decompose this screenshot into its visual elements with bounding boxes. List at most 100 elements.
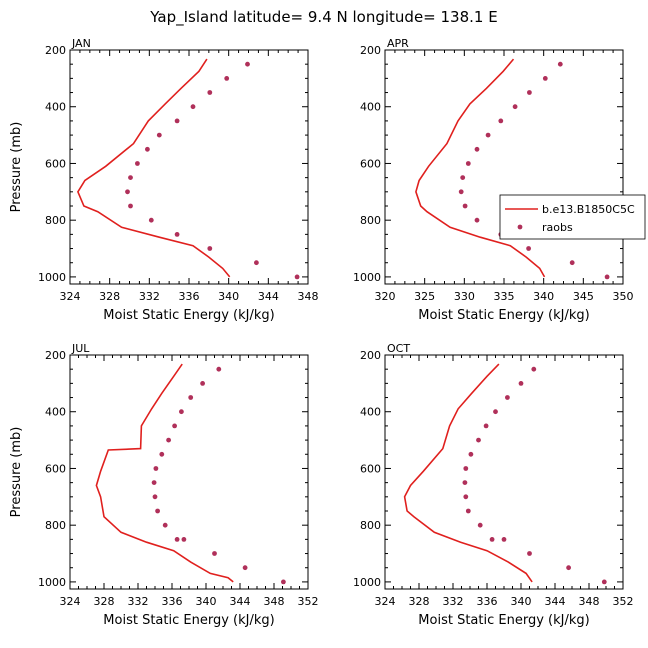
- model-profile-line: [403, 363, 533, 583]
- raobs-point: [190, 104, 196, 110]
- raobs-point: [518, 381, 524, 386]
- x-tick-label: 340: [196, 595, 217, 608]
- raobs-point: [531, 366, 537, 372]
- raobs-point: [489, 537, 495, 542]
- raobs-point: [601, 579, 607, 585]
- raobs-point: [172, 423, 178, 429]
- y-tick-label: 600: [45, 462, 66, 475]
- y-tick-label: 200: [360, 44, 381, 57]
- raobs-point: [465, 508, 471, 514]
- raobs-point: [458, 189, 464, 195]
- raobs-point: [156, 132, 162, 138]
- raobs-point: [468, 451, 474, 457]
- x-tick-label: 340: [533, 290, 554, 303]
- panel-oct: OCT 324 328 332 336 340 344 348 352 200 400 600 800 1…: [353, 342, 634, 628]
- raobs-point: [505, 395, 510, 400]
- raobs-point: [501, 537, 507, 542]
- raobs-point: [254, 260, 259, 266]
- x-tick-label: 340: [218, 290, 239, 303]
- plot-frame: [384, 49, 624, 285]
- raobs-point: [477, 522, 483, 528]
- x-tick-label: 336: [162, 595, 183, 608]
- legend-model-label: b.e13.B1850C5C: [542, 203, 635, 216]
- x-tick-label: 332: [139, 290, 160, 303]
- raobs-point: [542, 76, 548, 81]
- raobs-point: [512, 104, 518, 110]
- raobs-point: [465, 161, 471, 166]
- raobs-point: [224, 76, 230, 81]
- raobs-point: [498, 118, 504, 124]
- y-tick-label: 1000: [38, 576, 66, 589]
- y-tick-label: 200: [45, 349, 66, 362]
- legend: b.e13.B1850C5C raobs: [499, 194, 646, 240]
- x-tick-label: 352: [613, 595, 634, 608]
- panels-group: JAN 324 328 332 336 340 344 348 200 400 600 800 1000…: [9, 37, 646, 628]
- x-tick-label: 340: [511, 595, 532, 608]
- x-tick-label: 328: [94, 595, 115, 608]
- raobs-point: [474, 146, 480, 152]
- raobs-point: [162, 522, 168, 528]
- x-axis-label: Moist Static Energy (kJ/kg): [418, 308, 589, 323]
- raobs-point: [188, 395, 194, 400]
- raobs-point: [527, 551, 532, 556]
- legend-obs-swatch: [517, 224, 523, 230]
- y-tick-label: 600: [360, 157, 381, 170]
- x-tick-label: 336: [477, 595, 498, 608]
- panel-title: JAN: [71, 37, 91, 50]
- y-tick-label: 400: [45, 406, 66, 419]
- x-tick-label: 320: [375, 290, 396, 303]
- y-tick-label: 800: [45, 214, 66, 227]
- raobs-point: [174, 537, 180, 542]
- raobs-point: [159, 451, 165, 457]
- panel-jan: JAN 324 328 332 336 340 344 348 200 400 600 800 1000…: [9, 37, 319, 323]
- raobs-point: [460, 175, 466, 181]
- x-axis-label: Moist Static Energy (kJ/kg): [103, 308, 274, 323]
- x-axis-label: Moist Static Energy (kJ/kg): [103, 613, 274, 628]
- y-tick-label: 800: [360, 519, 381, 532]
- y-tick-label: 600: [360, 462, 381, 475]
- x-tick-label: 324: [375, 595, 396, 608]
- x-tick-label: 336: [179, 290, 200, 303]
- raobs-point: [166, 437, 172, 443]
- raobs-point: [155, 508, 161, 514]
- raobs-point: [153, 466, 159, 471]
- legend-box: [499, 194, 646, 240]
- plot-frame: [69, 354, 309, 590]
- raobs-point: [557, 61, 563, 67]
- raobs-point: [216, 366, 222, 372]
- raobs-point: [207, 90, 213, 95]
- x-tick-label: 352: [298, 595, 319, 608]
- model-profile-line: [415, 58, 546, 278]
- raobs-point: [245, 61, 250, 67]
- panel-title: JUL: [71, 342, 90, 355]
- x-tick-label: 344: [545, 595, 566, 608]
- x-axis-label: Moist Static Energy (kJ/kg): [418, 613, 589, 628]
- raobs-point: [207, 246, 213, 251]
- figure-title: Yap_Island latitude= 9.4 N longitude= 13…: [149, 8, 497, 27]
- raobs-point: [128, 175, 133, 181]
- y-tick-label: 800: [45, 519, 66, 532]
- x-tick-label: 328: [409, 595, 430, 608]
- raobs-point: [463, 466, 469, 471]
- raobs-point: [604, 274, 610, 280]
- x-tick-label: 344: [258, 290, 279, 303]
- x-tick-label: 348: [264, 595, 285, 608]
- raobs-point: [125, 189, 130, 195]
- raobs-point: [483, 423, 489, 429]
- x-tick-label: 345: [573, 290, 594, 303]
- raobs-point: [485, 132, 491, 138]
- y-tick-label: 200: [360, 349, 381, 362]
- raobs-point: [128, 203, 133, 209]
- x-tick-label: 325: [414, 290, 435, 303]
- panel-title: OCT: [387, 342, 410, 355]
- raobs-point: [281, 579, 286, 585]
- raobs-point: [242, 565, 248, 571]
- panel-title: APR: [387, 37, 409, 50]
- raobs-point: [174, 232, 180, 237]
- x-tick-label: 332: [443, 595, 464, 608]
- x-tick-label: 348: [579, 595, 600, 608]
- raobs-point: [174, 118, 180, 124]
- model-profile-line: [95, 363, 234, 583]
- raobs-point: [294, 274, 300, 280]
